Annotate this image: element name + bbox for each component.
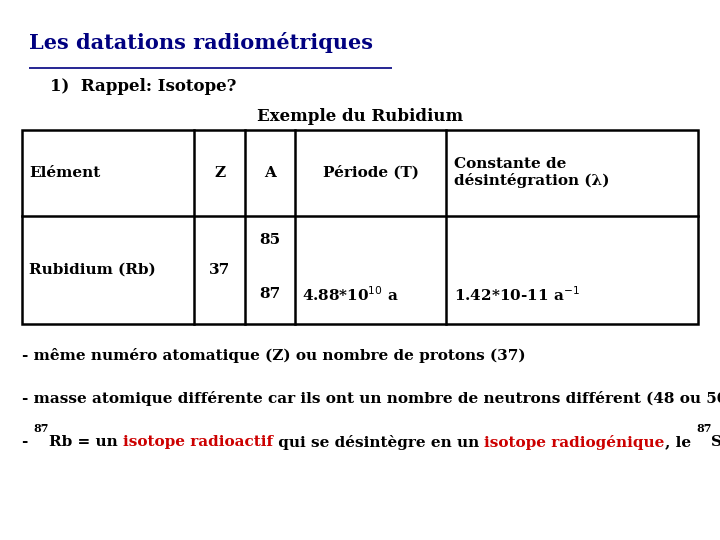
Text: 87: 87 [33,423,48,434]
Text: - masse atomique différente car ils ont un nombre de neutrons différent (48 ou 5: - masse atomique différente car ils ont … [22,392,720,407]
Text: 87: 87 [696,423,711,434]
Text: -: - [22,435,33,449]
Text: Période (T): Période (T) [323,166,419,180]
Text: , le: , le [665,435,696,449]
Text: 85: 85 [259,233,281,247]
Text: Z: Z [214,166,225,180]
Text: 1.42*10-11 a$^{-1}$: 1.42*10-11 a$^{-1}$ [454,285,580,303]
Text: Les datations radiométriques: Les datations radiométriques [29,32,373,53]
Text: Elément: Elément [29,166,100,180]
Text: Rb = un: Rb = un [48,435,122,449]
Text: A: A [264,166,276,180]
Text: - même numéro atomatique (Z) ou nombre de protons (37): - même numéro atomatique (Z) ou nombre d… [22,348,525,363]
Text: isotope radiogénique: isotope radiogénique [485,435,665,450]
Text: qui se désintègre en un: qui se désintègre en un [273,435,485,450]
Text: 87: 87 [259,287,281,301]
Text: Rubidium (Rb): Rubidium (Rb) [29,263,156,277]
Text: Sr: Sr [711,435,720,449]
Bar [22,130,698,324]
Text: 37: 37 [209,263,230,277]
Text: 1)  Rappel: Isotope?: 1) Rappel: Isotope? [50,78,237,95]
Text: isotope radioactif: isotope radioactif [122,435,273,449]
Text: Constante de
désintégration (λ): Constante de désintégration (λ) [454,157,609,188]
Text: Exemple du Rubidium: Exemple du Rubidium [257,108,463,125]
Text: 4.88*10$^{10}$ a: 4.88*10$^{10}$ a [302,285,399,303]
